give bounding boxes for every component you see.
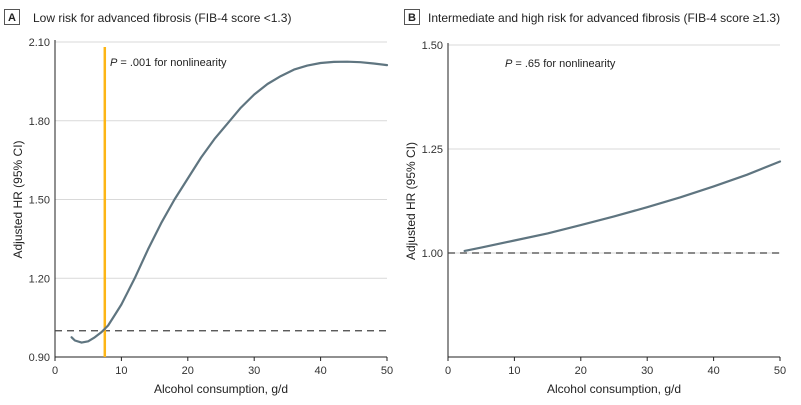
panel-title: Intermediate and high risk for advanced … — [428, 11, 780, 25]
y-tick-label: 1.00 — [422, 248, 443, 260]
y-tick-label: 1.25 — [422, 144, 443, 156]
y-tick-label: 2.10 — [29, 37, 50, 49]
y-axis-title: Adjusted HR (95% CI) — [404, 142, 418, 260]
x-tick-label: 40 — [314, 365, 326, 377]
panel-letter-box — [404, 9, 420, 25]
x-tick-label: 10 — [508, 365, 520, 377]
annotation-text: = .65 for nonlinearity — [512, 58, 616, 70]
p-symbol: P — [505, 58, 513, 70]
annotation-text: = .001 for nonlinearity — [117, 57, 227, 69]
x-tick-label: 20 — [182, 365, 194, 377]
y-tick-label: 0.90 — [29, 352, 50, 364]
p-symbol: P — [110, 57, 118, 69]
nonlinearity-annotation: P = .65 for nonlinearity — [505, 58, 616, 70]
x-tick-label: 50 — [381, 365, 393, 377]
y-tick-label: 1.20 — [29, 273, 50, 285]
nonlinearity-annotation: P = .001 for nonlinearity — [110, 57, 227, 69]
y-tick-label: 1.50 — [422, 40, 443, 52]
x-tick-label: 0 — [52, 365, 58, 377]
x-tick-label: 30 — [248, 365, 260, 377]
y-axis-title: Adjusted HR (95% CI) — [11, 140, 25, 258]
series-line — [463, 160, 782, 252]
x-axis-title: Alcohol consumption, g/d — [547, 382, 681, 396]
series-line — [70, 60, 389, 344]
y-tick-label: 1.50 — [29, 195, 50, 207]
x-tick-label: 40 — [707, 365, 719, 377]
panel-b: B Intermediate and high risk for advanced… — [404, 9, 786, 396]
x-tick-label: 0 — [445, 365, 451, 377]
x-tick-label: 10 — [115, 365, 127, 377]
x-tick-label: 20 — [575, 365, 587, 377]
x-tick-label: 30 — [641, 365, 653, 377]
panel-letter: B — [408, 12, 416, 24]
panel-a: A Low risk for advanced fibrosis (FIB-4 s… — [4, 9, 393, 396]
panel-letter: A — [8, 12, 16, 24]
panel-title: Low risk for advanced fibrosis (FIB-4 sc… — [33, 11, 291, 25]
panel-letter-box — [4, 9, 20, 25]
x-axis-title: Alcohol consumption, g/d — [154, 382, 288, 396]
y-tick-label: 1.80 — [29, 116, 50, 128]
x-tick-label: 50 — [774, 365, 786, 377]
